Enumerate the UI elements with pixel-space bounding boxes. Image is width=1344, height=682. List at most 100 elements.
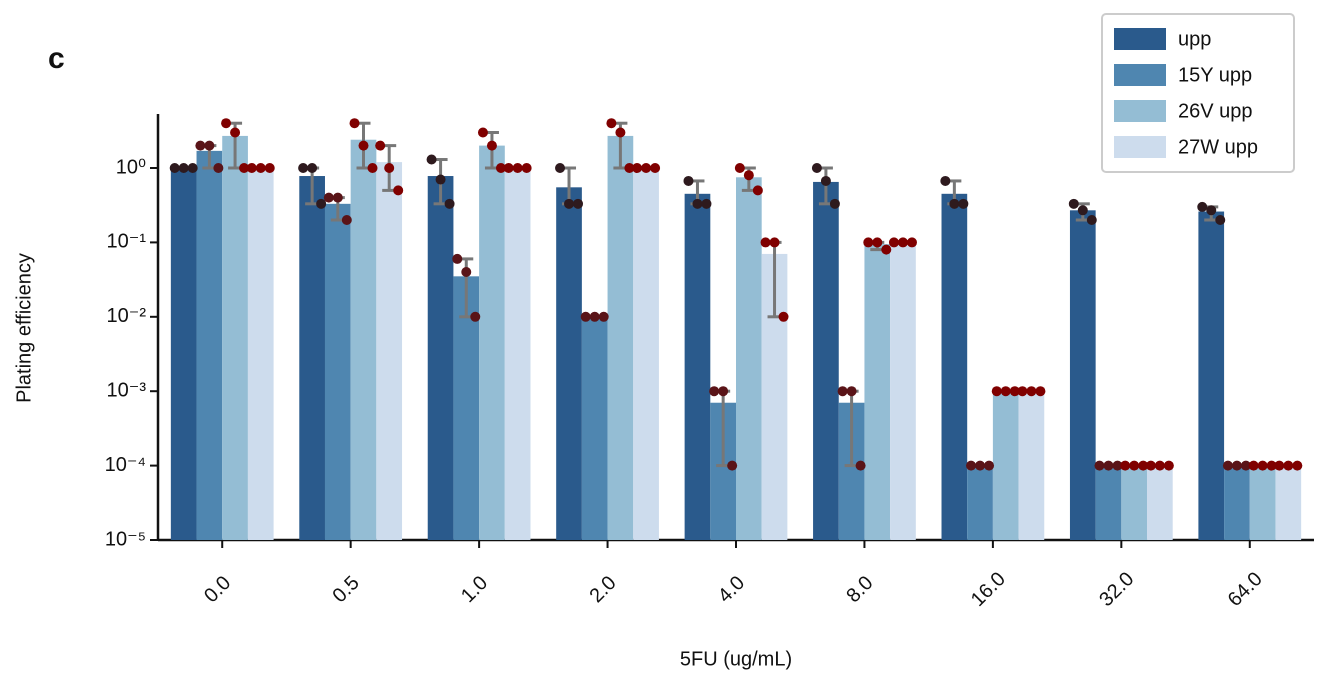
bar	[890, 242, 916, 541]
data-point	[589, 311, 600, 322]
data-point	[341, 215, 352, 226]
data-point	[769, 237, 780, 248]
x-tick-label: 0.0	[200, 572, 235, 607]
bar	[813, 181, 839, 540]
data-point	[881, 244, 892, 255]
data-point	[349, 118, 360, 129]
data-point	[709, 386, 720, 397]
bar	[1121, 465, 1148, 540]
data-point	[512, 163, 523, 174]
data-point	[1086, 215, 1097, 226]
x-tick-label: 16.0	[967, 568, 1010, 611]
data-point	[760, 237, 771, 248]
data-point	[991, 386, 1002, 397]
data-point	[1145, 460, 1156, 471]
data-point	[384, 163, 395, 174]
data-point	[906, 237, 917, 248]
data-point	[701, 198, 712, 209]
data-point	[811, 163, 822, 174]
data-point	[1077, 205, 1088, 216]
data-point	[477, 127, 488, 138]
data-point	[820, 175, 831, 186]
data-point	[1163, 460, 1174, 471]
y-tick-label: 10⁻⁴	[105, 454, 146, 476]
bar	[1198, 211, 1225, 540]
x-tick-label: 8.0	[842, 572, 877, 607]
legend-swatch	[1114, 136, 1166, 158]
data-point	[435, 174, 446, 185]
data-point	[555, 163, 566, 174]
data-point	[246, 163, 257, 174]
data-point	[1026, 386, 1037, 397]
data-point	[872, 237, 883, 248]
data-point	[1257, 460, 1268, 471]
data-point	[298, 163, 309, 174]
y-tick-label: 10⁻²	[107, 305, 147, 327]
bar	[941, 193, 968, 540]
bar	[222, 135, 248, 541]
y-tick-label: 10⁻⁵	[105, 528, 146, 550]
bar	[479, 145, 505, 540]
data-point	[1017, 386, 1028, 397]
x-tick-label: 32.0	[1095, 568, 1138, 611]
data-point	[863, 237, 874, 248]
bar	[992, 391, 1019, 540]
data-point	[683, 175, 694, 186]
data-point	[426, 154, 437, 165]
legend-label: 27W upp	[1178, 136, 1258, 158]
data-point	[718, 386, 729, 397]
data-point	[1248, 460, 1259, 471]
data-point	[1197, 201, 1208, 212]
data-point	[239, 163, 250, 174]
data-point	[1231, 460, 1242, 471]
data-point	[1206, 205, 1217, 216]
data-point	[375, 140, 386, 151]
data-point	[264, 163, 275, 174]
data-point	[495, 163, 506, 174]
bar	[299, 176, 325, 540]
data-point	[650, 163, 661, 174]
data-point	[452, 253, 463, 264]
bar	[556, 187, 582, 540]
data-point	[692, 198, 703, 209]
legend-swatch	[1114, 64, 1166, 86]
data-point	[615, 127, 626, 138]
data-point	[949, 198, 960, 209]
legend-label: upp	[1178, 28, 1211, 50]
data-point	[727, 460, 738, 471]
data-point	[940, 175, 951, 186]
x-tick-label: 2.0	[585, 572, 620, 607]
y-axis-label: Plating efficiency	[13, 253, 35, 403]
x-tick-label: 64.0	[1224, 568, 1267, 611]
bar	[324, 203, 351, 540]
data-point	[855, 460, 866, 471]
data-point	[221, 118, 232, 129]
data-point	[1000, 386, 1011, 397]
data-point	[984, 460, 995, 471]
data-point	[1292, 460, 1303, 471]
data-point	[734, 163, 745, 174]
data-point	[752, 185, 763, 196]
data-point	[958, 198, 969, 209]
data-point	[1274, 460, 1285, 471]
data-point	[169, 163, 180, 174]
data-point	[393, 185, 404, 196]
data-point	[1009, 386, 1020, 397]
data-point	[829, 198, 840, 209]
bar	[1069, 210, 1096, 541]
bar	[1224, 465, 1250, 540]
data-point	[1154, 460, 1165, 471]
data-point	[1035, 386, 1046, 397]
bar	[1147, 465, 1173, 540]
data-point	[1266, 460, 1277, 471]
data-point	[1283, 460, 1294, 471]
bar	[1095, 465, 1122, 540]
bar	[376, 162, 403, 540]
data-point	[897, 237, 908, 248]
legend-box	[1101, 13, 1295, 173]
bar	[1018, 391, 1045, 540]
bar	[1275, 465, 1302, 540]
data-point	[1129, 460, 1140, 471]
data-point	[1094, 460, 1105, 471]
data-point	[230, 127, 241, 138]
